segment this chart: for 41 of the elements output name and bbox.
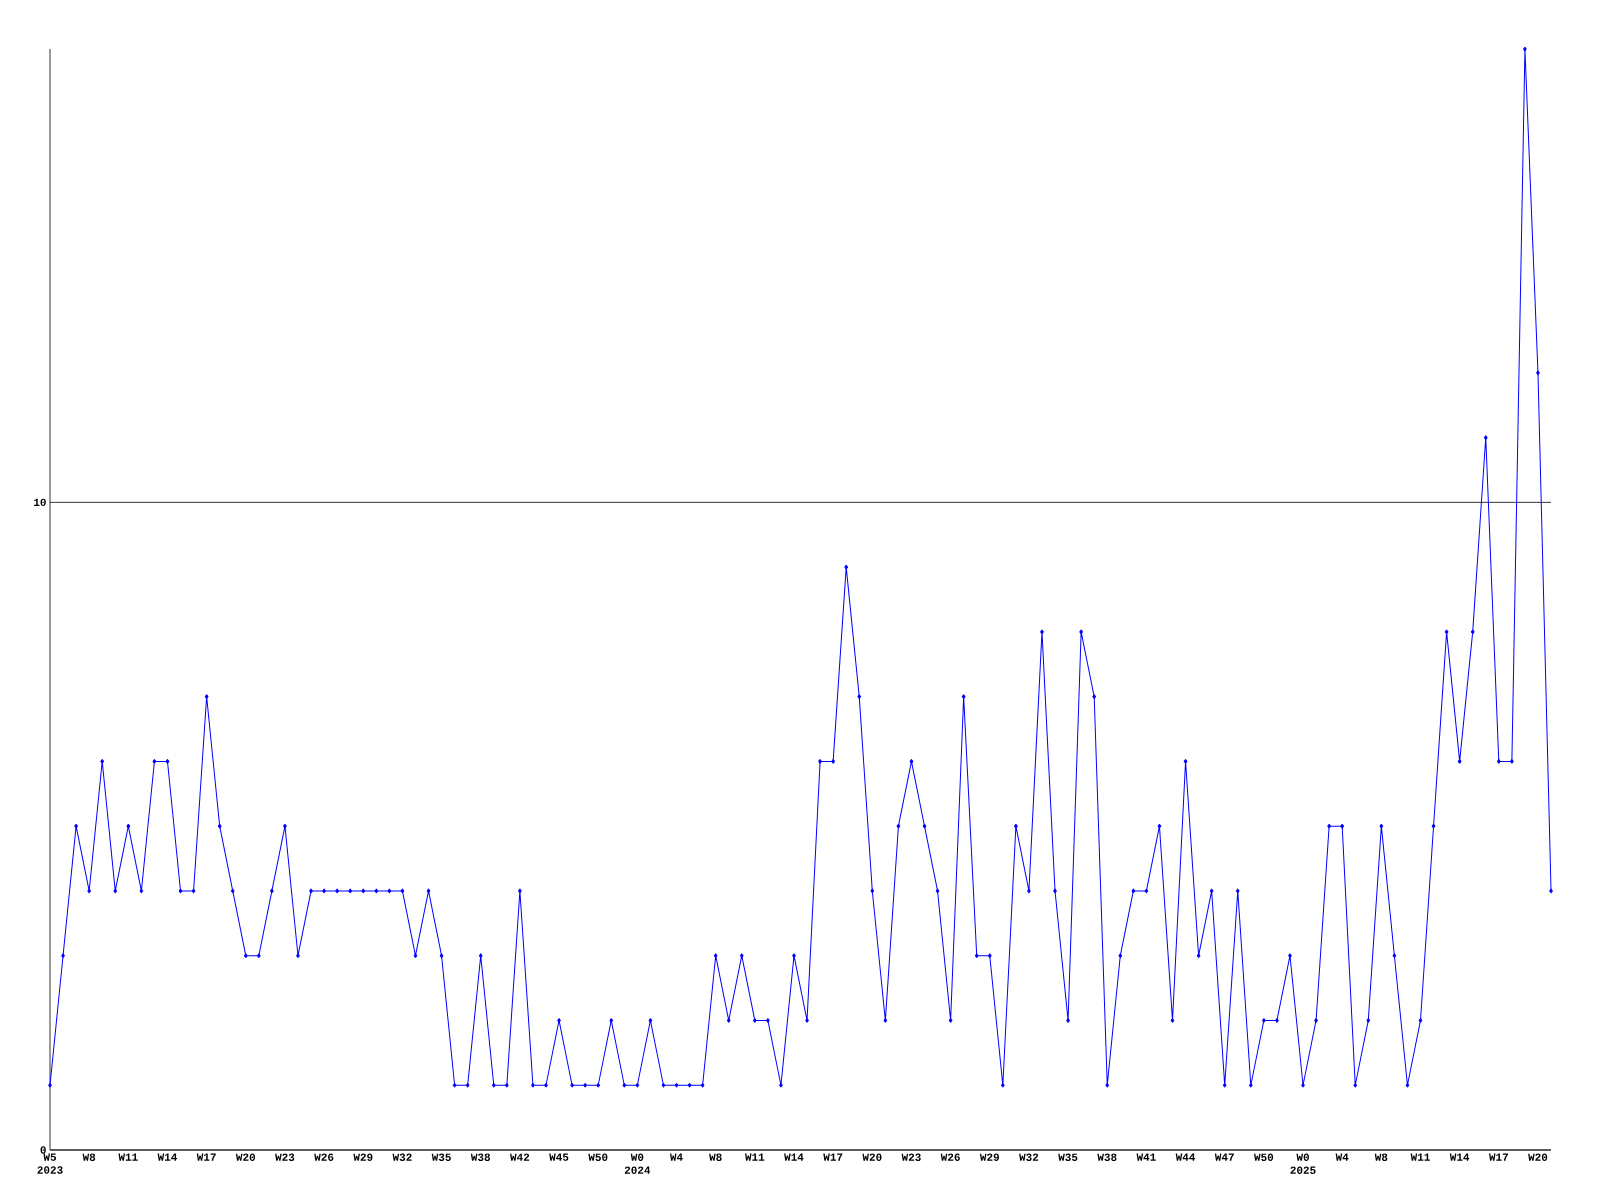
x-tick-label: W38 bbox=[1097, 1153, 1117, 1161]
x-tick-label: W35 bbox=[431, 1153, 451, 1161]
x-tick-label: W29 bbox=[979, 1153, 999, 1161]
y-tick-label: 0 bbox=[40, 1146, 46, 1154]
x-tick-label: W50 bbox=[1254, 1153, 1274, 1161]
x-tick-label: W38 bbox=[470, 1153, 490, 1161]
x-tick-label: W4 bbox=[669, 1153, 683, 1161]
x-tick-label: W5 2023 bbox=[37, 1153, 63, 1174]
x-tick-label: W50 bbox=[588, 1153, 608, 1161]
x-tick-label: W8 bbox=[709, 1153, 722, 1161]
x-tick-label: W23 bbox=[275, 1153, 295, 1161]
x-tick-label: W11 bbox=[744, 1153, 765, 1161]
x-tick-label: W32 bbox=[392, 1153, 412, 1161]
x-tick-label: W14 bbox=[784, 1153, 804, 1161]
x-tick-label: W8 bbox=[82, 1153, 96, 1161]
x-tick-label: W17 bbox=[1488, 1153, 1508, 1161]
x-tick-label: W44 bbox=[1175, 1153, 1196, 1161]
x-tick-label: W17 bbox=[823, 1153, 843, 1161]
x-tick-label: W20 bbox=[235, 1153, 256, 1161]
x-tick-label: W0 2024 bbox=[624, 1153, 651, 1174]
x-tick-label: W47 bbox=[1214, 1153, 1234, 1161]
x-tick-label: W45 bbox=[549, 1153, 569, 1161]
x-tick-label: W8 bbox=[1374, 1153, 1388, 1161]
x-tick-label: W35 bbox=[1058, 1153, 1078, 1161]
x-tick-label: W26 bbox=[314, 1153, 334, 1161]
x-tick-label: W4 bbox=[1335, 1153, 1349, 1161]
x-tick-label: W20 bbox=[1528, 1153, 1548, 1161]
x-tick-label: W23 bbox=[901, 1153, 921, 1161]
x-tick-label: W26 bbox=[940, 1153, 960, 1161]
x-tick-label: W14 bbox=[1449, 1153, 1470, 1161]
y-tick-label: 10 bbox=[34, 498, 46, 507]
x-tick-label: W20 bbox=[862, 1153, 882, 1161]
x-tick-label: W42 bbox=[510, 1153, 530, 1161]
x-tick-label: W11 bbox=[1410, 1153, 1430, 1161]
x-tick-label: W17 bbox=[196, 1153, 216, 1161]
x-tick-label: W29 bbox=[353, 1153, 373, 1161]
x-tick-label: W41 bbox=[1136, 1153, 1156, 1161]
x-tick-label: W0 2025 bbox=[1290, 1153, 1316, 1174]
x-tick-label: W14 bbox=[157, 1153, 178, 1161]
x-tick-label: W11 bbox=[118, 1153, 138, 1161]
x-tick-label: W32 bbox=[1019, 1153, 1039, 1161]
